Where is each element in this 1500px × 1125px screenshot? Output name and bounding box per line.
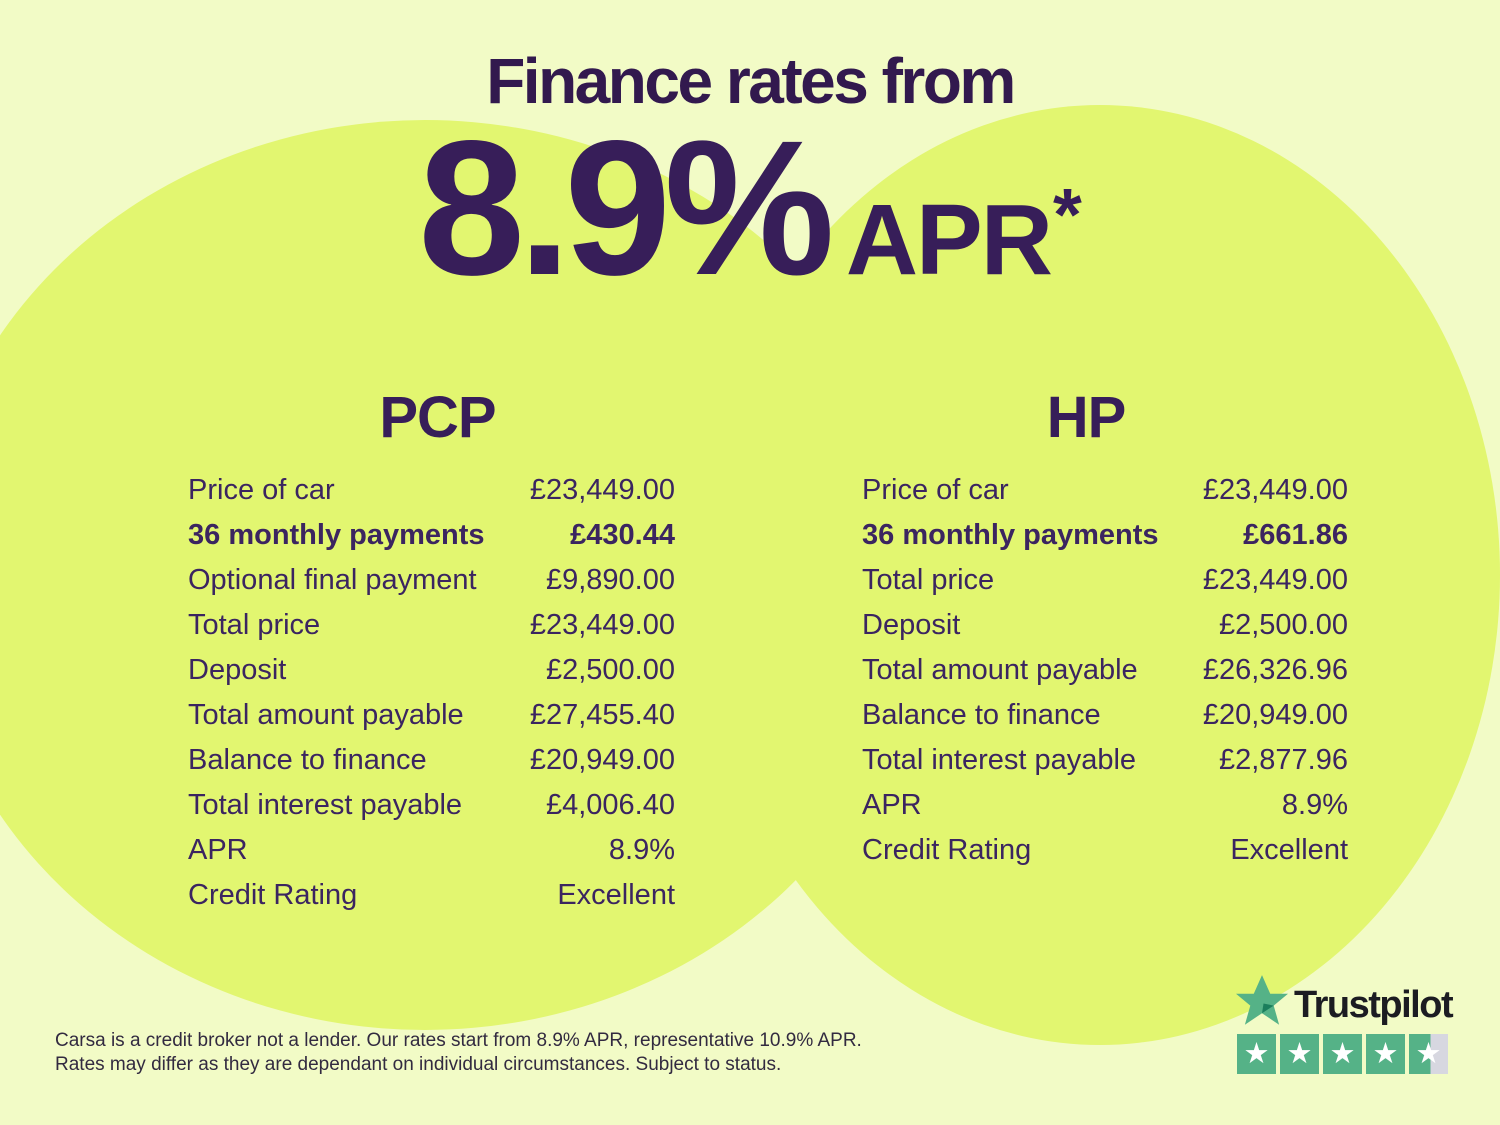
row-value: £2,877.96 [1218,744,1348,776]
row-label: Balance to finance [188,744,427,776]
table-row: Credit Rating Excellent [862,828,1348,873]
table-row: Total interest payable £2,877.96 [862,738,1348,783]
disclaimer-line-1: Carsa is a credit broker not a lender. O… [55,1030,862,1051]
row-value: £27,455.40 [529,699,675,731]
row-label: Credit Rating [188,879,358,911]
row-value: £2,500.00 [1218,609,1348,641]
row-label: APR [862,789,922,821]
disclaimer-line-2: Rates may differ as they are dependant o… [55,1054,782,1075]
star-icon [1323,1034,1362,1074]
row-label: Deposit [862,609,961,641]
star-icon [1366,1034,1405,1074]
row-label: Total interest payable [862,744,1137,776]
row-value: 8.9% [608,834,675,866]
row-value: £661.86 [1243,519,1348,551]
star-icon-half [1409,1034,1448,1074]
rate-apr-label: APR [845,184,1053,296]
row-label: Total price [188,609,321,641]
hp-table: Price of car £23,449.00 36 monthly paymen… [862,468,1348,873]
row-value: £23,449.00 [1202,564,1348,596]
table-row: 36 monthly payments £430.44 [188,513,675,558]
rate-asterisk: * [1052,173,1082,256]
row-value: £23,449.00 [529,474,675,506]
table-row: Optional final payment £9,890.00 [188,558,675,603]
table-row: Deposit £2,500.00 [862,603,1348,648]
row-value: £26,326.96 [1202,654,1348,686]
row-label: Total amount payable [188,699,464,731]
row-label: 36 monthly payments [188,519,485,551]
table-row: Balance to finance £20,949.00 [188,738,675,783]
row-value: Excellent [557,879,675,911]
row-value: £2,500.00 [545,654,675,686]
table-row: Total amount payable £27,455.40 [188,693,675,738]
pcp-table: Price of car £23,449.00 36 monthly paymen… [188,468,675,918]
table-row: APR 8.9% [862,783,1348,828]
row-label: Price of car [862,474,1009,506]
row-value: Excellent [1230,834,1348,866]
star-icon [1237,1034,1276,1074]
row-value: £23,449.00 [1202,474,1348,506]
row-value: £23,449.00 [529,609,675,641]
table-row: Total interest payable £4,006.40 [188,783,675,828]
row-label: Credit Rating [862,834,1032,866]
background-circle-right [700,105,1500,1045]
row-value: 8.9% [1281,789,1348,821]
rating-stars [1237,1034,1448,1074]
table-row: Balance to finance £20,949.00 [862,693,1348,738]
row-label: Balance to finance [862,699,1101,731]
table-row: Total amount payable £26,326.96 [862,648,1348,693]
table-row: Deposit £2,500.00 [188,648,675,693]
row-value: £20,949.00 [1202,699,1348,731]
table-row: Total price £23,449.00 [188,603,675,648]
table-row: 36 monthly payments £661.86 [862,513,1348,558]
rate-value: 8.9% [418,100,835,315]
table-row: Price of car £23,449.00 [862,468,1348,513]
rate-headline: 8.9% APR* [0,112,1500,304]
row-label: Total price [862,564,995,596]
table-row: Total price £23,449.00 [862,558,1348,603]
row-value: £4,006.40 [545,789,675,821]
row-label: Total amount payable [862,654,1138,686]
trustpilot-wordmark: Trustpilot [1294,984,1454,1026]
pcp-heading: PCP [379,385,496,450]
table-row: Credit Rating Excellent [188,873,675,918]
row-value: £9,890.00 [545,564,675,596]
trustpilot-star-icon [1236,975,1288,1025]
row-label: 36 monthly payments [862,519,1159,551]
row-label: Total interest payable [188,789,463,821]
row-label: Price of car [188,474,335,506]
row-value: £430.44 [570,519,675,551]
disclaimer: Carsa is a credit broker not a lender. O… [55,1029,862,1077]
row-label: Optional final payment [188,564,477,596]
hp-heading: HP [1046,385,1127,450]
star-icon [1280,1034,1319,1074]
row-label: APR [188,834,248,866]
page-title: Finance rates from [486,45,1016,117]
row-label: Deposit [188,654,287,686]
table-row: APR 8.9% [188,828,675,873]
row-value: £20,949.00 [529,744,675,776]
table-row: Price of car £23,449.00 [188,468,675,513]
